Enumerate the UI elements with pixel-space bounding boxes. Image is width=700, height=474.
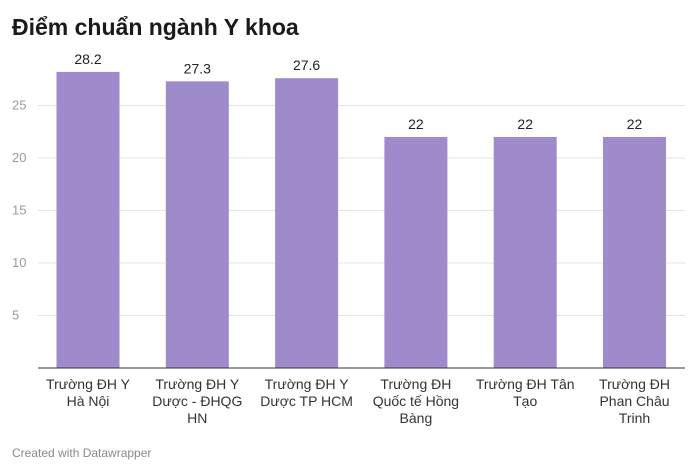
bar-value-label: 22 [627, 116, 643, 132]
bar [56, 71, 120, 369]
y-tick-label: 10 [12, 255, 26, 270]
bar [165, 81, 229, 368]
datawrapper-credit: Created with Datawrapper [12, 446, 152, 460]
x-tick-label: Trường ĐH Quốc tế Hồng Bàng [372, 376, 460, 426]
x-tick-label: Trường ĐH Y Dược - ĐHQG HN [152, 376, 243, 426]
x-tick-label: Trường ĐH Y Hà Nội [46, 376, 130, 409]
x-tick-label: Trường ĐH Phan Châu Trinh [599, 376, 670, 426]
chart-title: Điểm chuẩn ngành Y khoa [12, 14, 299, 40]
y-tick-label: 25 [12, 98, 26, 113]
bar [384, 137, 448, 368]
y-tick-label: 5 [12, 308, 19, 323]
bar [493, 137, 557, 368]
bar-value-label: 22 [408, 116, 424, 132]
bar [603, 137, 666, 368]
bar-value-label: 27.6 [293, 57, 320, 73]
y-tick-label: 20 [12, 150, 26, 165]
bar-value-label: 27.3 [184, 60, 211, 76]
bar-value-label: 22 [517, 116, 533, 132]
y-tick-label: 15 [12, 203, 26, 218]
x-tick-label: Trường ĐH Y Dược TP HCM [260, 376, 353, 409]
bar-value-label: 28.2 [74, 51, 101, 67]
bar [275, 78, 339, 368]
x-tick-label: Trường ĐH Tân Tạo [475, 376, 575, 409]
